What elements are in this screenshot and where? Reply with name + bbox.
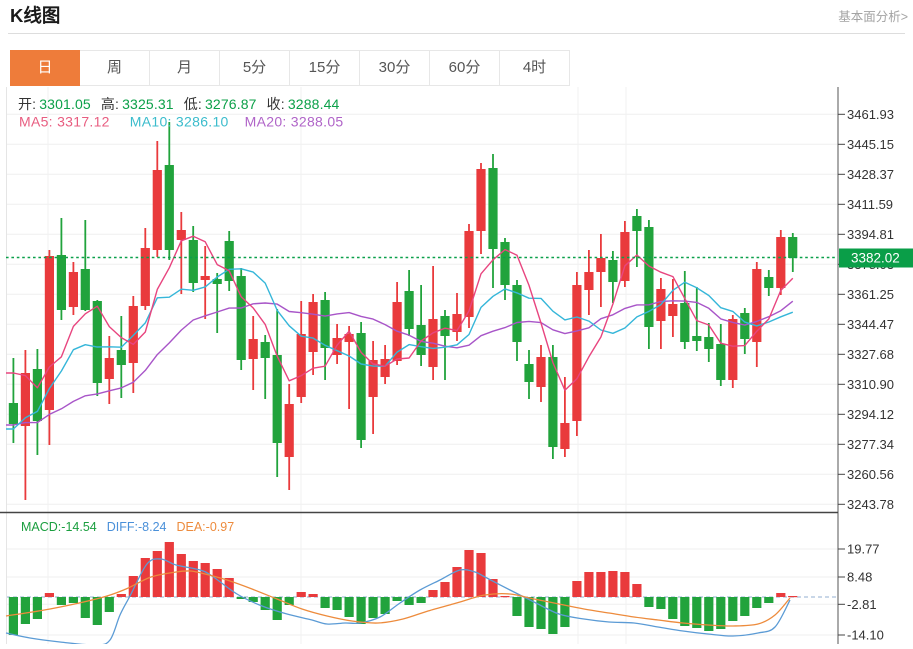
svg-text:3428.37: 3428.37 xyxy=(847,167,894,182)
svg-text:-14.10: -14.10 xyxy=(847,628,884,643)
svg-text:开:3301.05高:3325.31低:3276.87收:3: 开: 3301.05 高: 3325.31 低: 3276.87 收: 3288.44 xyxy=(18,96,340,112)
svg-text:3361.25: 3361.25 xyxy=(847,287,894,302)
svg-text:3310.90: 3310.90 xyxy=(847,377,894,392)
svg-text:19.77: 19.77 xyxy=(847,542,880,557)
svg-text:3243.78: 3243.78 xyxy=(847,497,894,512)
svg-text:3394.81: 3394.81 xyxy=(847,227,894,242)
svg-text:3411.59: 3411.59 xyxy=(847,197,893,212)
svg-text:3344.47: 3344.47 xyxy=(847,317,894,332)
svg-text:3277.34: 3277.34 xyxy=(847,437,894,452)
svg-text:3260.56: 3260.56 xyxy=(847,467,894,482)
svg-text:3382.02: 3382.02 xyxy=(851,251,900,266)
svg-text:8.48: 8.48 xyxy=(847,570,872,585)
svg-text:3294.12: 3294.12 xyxy=(847,407,894,422)
svg-text:3461.93: 3461.93 xyxy=(847,107,894,122)
svg-text:3327.68: 3327.68 xyxy=(847,347,894,362)
svg-text:3445.15: 3445.15 xyxy=(847,137,894,152)
svg-text:-2.81: -2.81 xyxy=(847,597,877,612)
